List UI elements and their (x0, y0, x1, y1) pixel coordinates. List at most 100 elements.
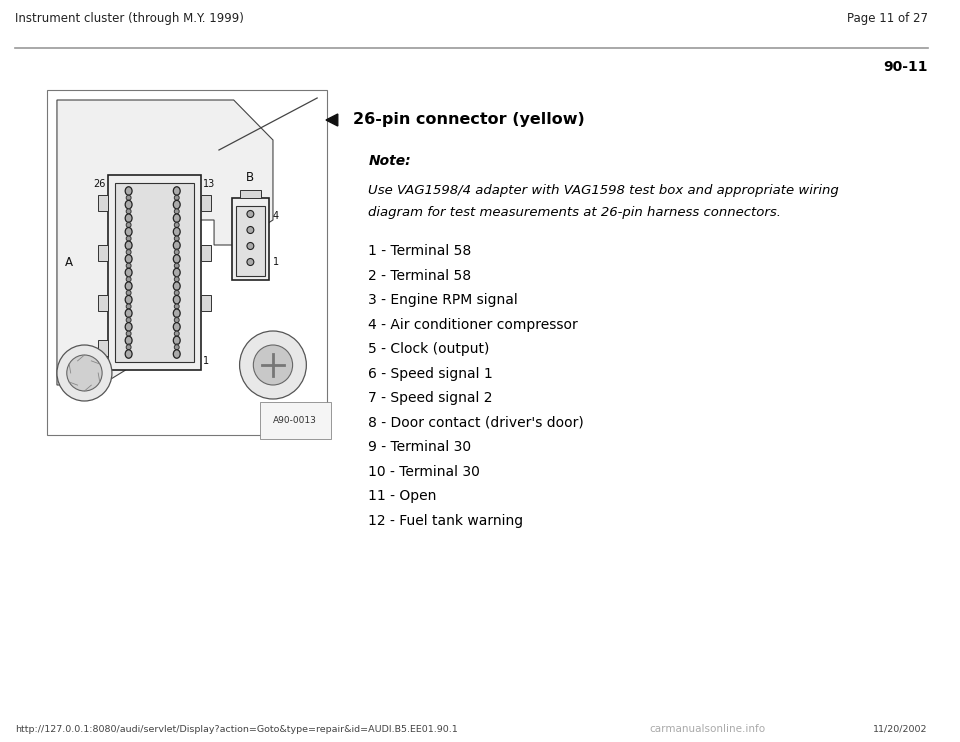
Ellipse shape (126, 304, 132, 309)
Bar (202, 245, 211, 261)
Ellipse shape (126, 318, 132, 323)
Text: Instrument cluster (through M.Y. 1999): Instrument cluster (through M.Y. 1999) (14, 12, 244, 25)
Ellipse shape (126, 263, 132, 268)
Bar (235, 206, 265, 276)
Text: 10 - Terminal 30: 10 - Terminal 30 (369, 464, 480, 479)
Text: 7 - Speed signal 2: 7 - Speed signal 2 (369, 391, 492, 405)
Ellipse shape (174, 269, 180, 277)
Text: 1 - Terminal 58: 1 - Terminal 58 (369, 244, 471, 258)
Ellipse shape (247, 243, 253, 249)
Ellipse shape (174, 282, 180, 290)
Ellipse shape (125, 214, 132, 223)
Text: 13: 13 (204, 179, 215, 189)
Ellipse shape (175, 290, 180, 295)
Ellipse shape (126, 209, 132, 214)
Ellipse shape (174, 295, 180, 304)
Bar (98, 195, 108, 211)
Ellipse shape (125, 200, 132, 209)
Ellipse shape (174, 228, 180, 236)
Bar (115, 183, 195, 362)
Ellipse shape (174, 200, 180, 209)
Ellipse shape (174, 214, 180, 223)
Ellipse shape (175, 345, 180, 349)
Ellipse shape (125, 228, 132, 236)
Text: Note:: Note: (369, 154, 411, 168)
Ellipse shape (125, 309, 132, 318)
Bar (98, 295, 108, 311)
Ellipse shape (125, 187, 132, 195)
Ellipse shape (174, 187, 180, 195)
Ellipse shape (174, 309, 180, 318)
Ellipse shape (175, 209, 180, 214)
Text: diagram for test measurements at 26-pin harness connectors.: diagram for test measurements at 26-pin … (369, 206, 781, 219)
Text: Use VAG1598/4 adapter with VAG1598 test box and appropriate wiring: Use VAG1598/4 adapter with VAG1598 test … (369, 184, 839, 197)
Text: 26-pin connector (yellow): 26-pin connector (yellow) (353, 112, 586, 127)
Text: 1: 1 (204, 356, 209, 366)
Text: 12 - Fuel tank warning: 12 - Fuel tank warning (369, 513, 523, 528)
Polygon shape (57, 100, 273, 385)
Text: 8 - Door contact (driver's door): 8 - Door contact (driver's door) (369, 416, 584, 430)
Text: 4 - Air conditioner compressor: 4 - Air conditioner compressor (369, 318, 578, 332)
Bar (231, 198, 269, 280)
Ellipse shape (247, 211, 253, 217)
Text: 9 - Terminal 30: 9 - Terminal 30 (369, 440, 471, 454)
Ellipse shape (174, 255, 180, 263)
Text: 11 - Open: 11 - Open (369, 489, 437, 503)
Ellipse shape (174, 323, 180, 331)
Ellipse shape (125, 241, 132, 249)
Ellipse shape (247, 258, 253, 266)
Ellipse shape (175, 318, 180, 323)
Ellipse shape (175, 304, 180, 309)
Ellipse shape (126, 249, 132, 255)
Ellipse shape (126, 223, 132, 228)
Ellipse shape (125, 336, 132, 345)
Text: http://127.0.0.1:8080/audi/servlet/Display?action=Goto&type=repair&id=AUDI.B5.EE: http://127.0.0.1:8080/audi/servlet/Displ… (14, 725, 458, 734)
Bar (98, 245, 108, 261)
Ellipse shape (175, 249, 180, 255)
Bar (202, 295, 211, 311)
Text: 1: 1 (273, 257, 279, 267)
Text: 4: 4 (273, 211, 279, 221)
Ellipse shape (175, 331, 180, 336)
Ellipse shape (125, 269, 132, 277)
Ellipse shape (174, 349, 180, 358)
Ellipse shape (125, 323, 132, 331)
Ellipse shape (174, 241, 180, 249)
Text: 2 - Terminal 58: 2 - Terminal 58 (369, 269, 471, 283)
Circle shape (240, 331, 306, 399)
Ellipse shape (126, 277, 132, 282)
Text: 90-11: 90-11 (883, 60, 928, 74)
Bar (202, 195, 211, 211)
Ellipse shape (125, 282, 132, 290)
Ellipse shape (247, 226, 253, 234)
Ellipse shape (126, 345, 132, 349)
Circle shape (67, 355, 102, 391)
Ellipse shape (175, 223, 180, 228)
Ellipse shape (126, 195, 132, 200)
Text: A: A (64, 256, 73, 269)
Ellipse shape (175, 277, 180, 282)
Bar (98, 340, 108, 356)
Ellipse shape (126, 290, 132, 295)
Ellipse shape (125, 255, 132, 263)
Text: 6 - Speed signal 1: 6 - Speed signal 1 (369, 367, 493, 381)
Ellipse shape (175, 263, 180, 268)
Text: 26: 26 (94, 179, 106, 189)
Ellipse shape (126, 236, 132, 241)
Text: 14: 14 (94, 356, 106, 366)
Bar (47, 90, 327, 435)
Ellipse shape (175, 236, 180, 241)
Ellipse shape (125, 349, 132, 358)
Text: 3 - Engine RPM signal: 3 - Engine RPM signal (369, 293, 518, 307)
Bar (108, 175, 202, 370)
Bar (240, 190, 261, 198)
Ellipse shape (126, 331, 132, 336)
Circle shape (253, 345, 293, 385)
Text: 5 - Clock (output): 5 - Clock (output) (369, 342, 490, 356)
Ellipse shape (125, 295, 132, 304)
Text: B: B (247, 171, 254, 184)
Circle shape (57, 345, 112, 401)
Text: carmanualsonline.info: carmanualsonline.info (649, 724, 765, 734)
Ellipse shape (174, 336, 180, 345)
Text: 11/20/2002: 11/20/2002 (874, 725, 928, 734)
